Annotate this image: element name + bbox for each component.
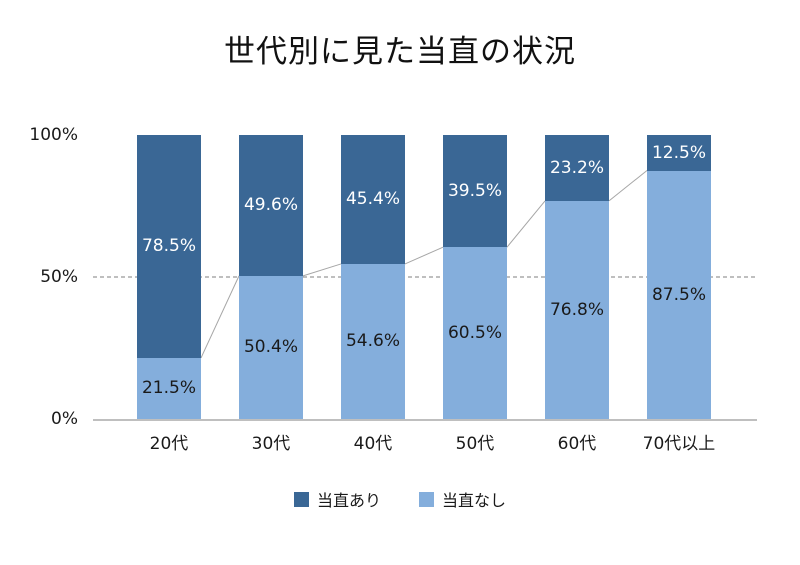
bar-segment-touchoku-ari-30代 bbox=[239, 135, 303, 276]
bar-segment-touchoku-ari-20代 bbox=[137, 135, 201, 358]
legend-item-touchoku-ari: 当直あり bbox=[293, 487, 381, 511]
y-axis-tick-50: 50% bbox=[40, 267, 78, 287]
bar-segment-touchoku-ari-50代 bbox=[443, 135, 507, 248]
series-connector-line-4 bbox=[608, 170, 648, 202]
data-label-touchoku-nashi-60代: 76.8% bbox=[549, 299, 604, 320]
y-axis-tick-100: 100% bbox=[29, 125, 78, 145]
data-label-touchoku-ari-70代以上: 12.5% bbox=[651, 142, 706, 163]
bar-segment-touchoku-nashi-20代 bbox=[137, 357, 201, 419]
data-label-touchoku-ari-30代: 49.6% bbox=[243, 195, 298, 216]
series-connector-line-2 bbox=[404, 246, 444, 265]
data-label-touchoku-ari-60代: 23.2% bbox=[549, 157, 604, 178]
bar-segment-touchoku-nashi-60代 bbox=[545, 200, 609, 419]
x-axis-label-20代: 20代 bbox=[149, 434, 189, 454]
legend-swatch-light bbox=[419, 491, 434, 507]
series-connector-line-0 bbox=[200, 275, 240, 359]
data-label-touchoku-nashi-40代: 54.6% bbox=[345, 331, 400, 352]
data-label-touchoku-ari-20代: 78.5% bbox=[141, 236, 196, 257]
series-connector-line-3 bbox=[506, 200, 546, 248]
x-axis-label-60代: 60代 bbox=[557, 434, 597, 454]
legend-item-touchoku-nashi: 当直なし bbox=[419, 487, 506, 511]
data-label-touchoku-ari-50代: 39.5% bbox=[447, 181, 502, 202]
legend-label: 当直あり bbox=[316, 491, 381, 510]
y-axis-tick-0: 0% bbox=[51, 409, 78, 429]
bar-segment-touchoku-ari-70代以上 bbox=[647, 135, 711, 171]
data-label-touchoku-nashi-20代: 21.5% bbox=[141, 378, 196, 399]
bar-segment-touchoku-nashi-50代 bbox=[443, 247, 507, 419]
x-axis-label-50代: 50代 bbox=[455, 434, 495, 454]
data-label-touchoku-nashi-50代: 60.5% bbox=[447, 323, 502, 344]
x-axis-label-40代: 40代 bbox=[353, 434, 393, 454]
data-label-touchoku-nashi-70代以上: 87.5% bbox=[651, 284, 706, 305]
bar-segment-touchoku-nashi-30代 bbox=[239, 275, 303, 419]
legend: 当直あり 当直なし bbox=[0, 487, 800, 511]
legend-label: 当直なし bbox=[442, 491, 507, 510]
x-axis-label-30代: 30代 bbox=[251, 434, 291, 454]
chart-title: 世代別に見た当直の状況 bbox=[224, 34, 576, 70]
x-axis-label-70代以上: 70代以上 bbox=[642, 434, 716, 454]
data-label-touchoku-ari-40代: 45.4% bbox=[345, 189, 400, 210]
bar-segment-touchoku-nashi-70代以上 bbox=[647, 170, 711, 419]
bar-segment-touchoku-nashi-40代 bbox=[341, 263, 405, 419]
bar-segment-touchoku-ari-60代 bbox=[545, 135, 609, 201]
bar-segment-touchoku-ari-40代 bbox=[341, 135, 405, 264]
data-label-touchoku-nashi-30代: 50.4% bbox=[243, 337, 298, 358]
series-connector-line-1 bbox=[302, 263, 342, 277]
legend-swatch-dark bbox=[293, 491, 309, 507]
